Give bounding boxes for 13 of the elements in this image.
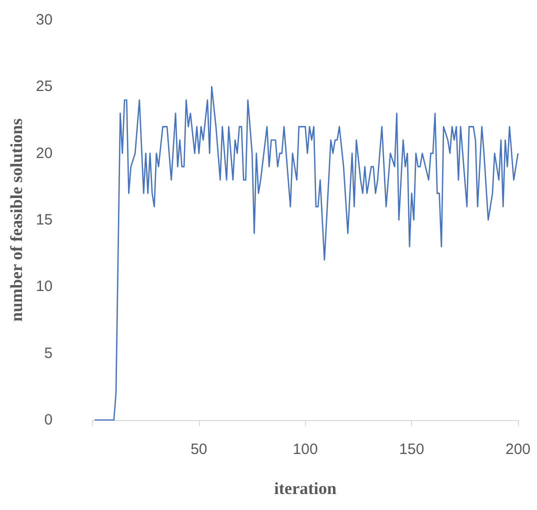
y-tick-label: 30 xyxy=(36,12,53,28)
y-tick-label: 25 xyxy=(36,78,53,96)
y-tick-label: 10 xyxy=(36,278,53,296)
y-axis-title: number of feasible solutions xyxy=(7,118,26,322)
x-tick-label: 100 xyxy=(292,441,318,458)
x-tick-label: 50 xyxy=(190,441,208,458)
x-tick-label: 200 xyxy=(505,441,531,458)
y-tick-label: 0 xyxy=(44,412,53,428)
x-tick-label: 150 xyxy=(399,441,424,458)
x-axis-title: iteration xyxy=(274,479,337,498)
y-tick-label: 5 xyxy=(44,344,53,362)
y-tick-label: 20 xyxy=(36,144,53,162)
y-tick-label: 15 xyxy=(36,212,53,228)
